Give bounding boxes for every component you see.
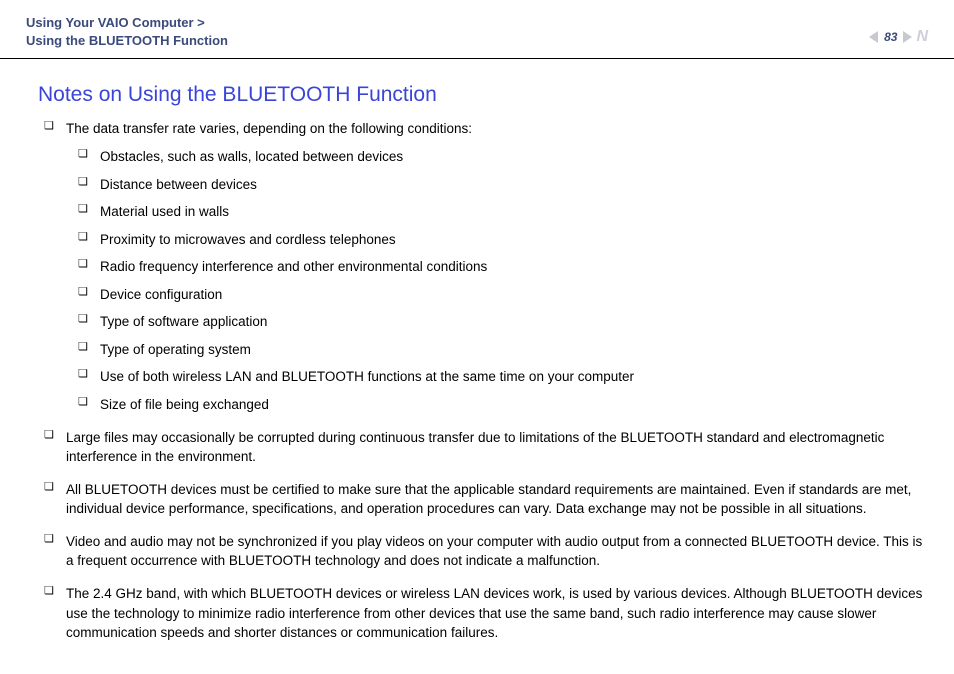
page-nav: 83 N bbox=[869, 14, 928, 46]
list-item: Large files may occasionally be corrupte… bbox=[38, 428, 924, 467]
next-page-icon[interactable] bbox=[903, 31, 912, 43]
breadcrumb-line-2[interactable]: Using the BLUETOOTH Function bbox=[26, 32, 228, 50]
page-number: 83 bbox=[884, 30, 897, 44]
list-item: Device configuration bbox=[72, 285, 924, 305]
conditions-list: Obstacles, such as walls, located betwee… bbox=[72, 147, 924, 415]
breadcrumb-line-1[interactable]: Using Your VAIO Computer > bbox=[26, 14, 228, 32]
list-item: Size of file being exchanged bbox=[72, 395, 924, 415]
list-item: Obstacles, such as walls, located betwee… bbox=[72, 147, 924, 167]
notes-list: The data transfer rate varies, depending… bbox=[38, 119, 924, 642]
list-item: Distance between devices bbox=[72, 175, 924, 195]
section-title: Notes on Using the BLUETOOTH Function bbox=[38, 83, 924, 107]
list-item: The 2.4 GHz band, with which BLUETOOTH d… bbox=[38, 584, 924, 643]
list-item: Video and audio may not be synchronized … bbox=[38, 532, 924, 571]
breadcrumb: Using Your VAIO Computer > Using the BLU… bbox=[26, 14, 228, 50]
list-item: All BLUETOOTH devices must be certified … bbox=[38, 480, 924, 519]
list-item: Type of software application bbox=[72, 312, 924, 332]
page-content: Notes on Using the BLUETOOTH Function Th… bbox=[0, 59, 954, 642]
nav-n-icon[interactable]: N bbox=[916, 28, 928, 46]
list-item: Use of both wireless LAN and BLUETOOTH f… bbox=[72, 367, 924, 387]
prev-page-icon[interactable] bbox=[869, 31, 878, 43]
list-item-text: The data transfer rate varies, depending… bbox=[66, 121, 472, 136]
list-item: Proximity to microwaves and cordless tel… bbox=[72, 230, 924, 250]
list-item: Type of operating system bbox=[72, 340, 924, 360]
list-item: Radio frequency interference and other e… bbox=[72, 257, 924, 277]
page-header: Using Your VAIO Computer > Using the BLU… bbox=[0, 0, 954, 59]
list-item: Material used in walls bbox=[72, 202, 924, 222]
list-item: The data transfer rate varies, depending… bbox=[38, 119, 924, 414]
